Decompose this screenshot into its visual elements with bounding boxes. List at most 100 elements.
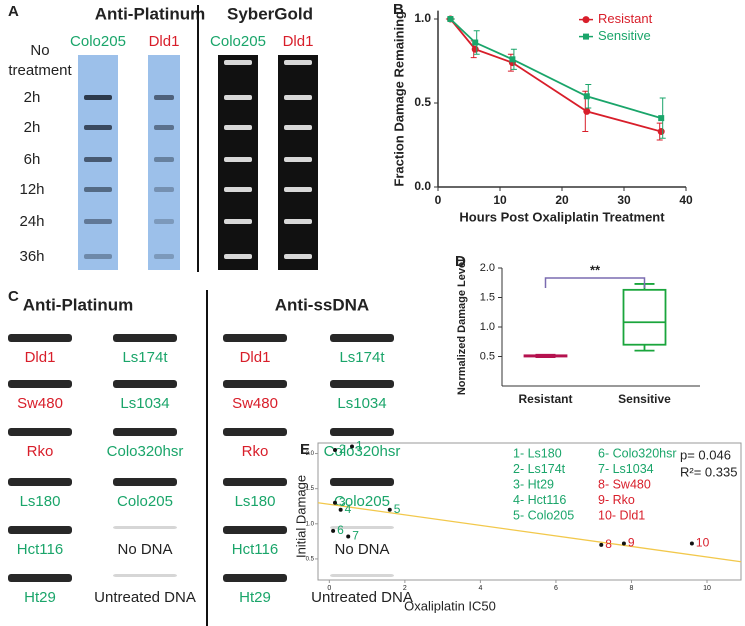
key-entry: 10- Dld1 [598, 508, 645, 522]
point [346, 534, 351, 539]
point [471, 45, 479, 53]
blot-band [154, 219, 174, 224]
blot-label: Ht29 [24, 589, 56, 606]
point [583, 93, 590, 100]
blot-band [84, 125, 112, 130]
x-tick-label: 4 [478, 585, 482, 592]
y-tick-label: 1.5 [480, 291, 495, 303]
point [332, 448, 337, 453]
blot-label: Ls180 [235, 493, 276, 510]
blot-label: Untreated DNA [311, 589, 413, 606]
key-entry: 6- Colo320hsr [598, 446, 677, 460]
blot-strip [78, 55, 118, 270]
row-label: 36h [19, 248, 45, 265]
whisker [634, 283, 655, 352]
blot-label: Colo205 [334, 493, 390, 510]
trendline [317, 502, 742, 563]
panel-header: Anti-Platinum [23, 295, 134, 314]
key-entry: 4- Hct116 [513, 493, 566, 507]
blot-label: Dld1 [25, 349, 56, 366]
blot-label: No DNA [117, 541, 172, 558]
blot-band [8, 428, 72, 436]
blot-band [84, 219, 112, 224]
column-label: Colo205 [70, 33, 126, 50]
x-tick-label: 0 [435, 193, 442, 207]
key-entry: 7- Ls1034 [598, 462, 654, 476]
annotation: ** [590, 262, 601, 277]
blot-band [223, 526, 287, 534]
point [387, 507, 392, 512]
key-entry: 9- Rko [598, 493, 635, 507]
panel-header: Anti-ssDNA [275, 295, 369, 314]
point [658, 115, 665, 122]
blot-band [284, 254, 312, 259]
y-tick-label: 0.5 [306, 557, 315, 563]
blot-band [224, 219, 252, 224]
point [599, 542, 604, 547]
plot-frame [317, 442, 742, 581]
column-label: Dld1 [149, 33, 180, 50]
row-label: 12h [19, 181, 45, 198]
blot-label: Untreated DNA [94, 589, 196, 606]
y-tick-label: 1.0 [480, 321, 495, 333]
y-tick-label: 1.0 [414, 11, 431, 25]
y-tick-label: 0.0 [414, 179, 431, 193]
key-entry: 3- Ht29 [513, 477, 554, 491]
blot-band [113, 526, 177, 529]
x-tick-label: 2 [403, 585, 407, 592]
blot-band [113, 334, 177, 342]
point-label: 4 [345, 502, 352, 516]
point-label: 1 [356, 439, 363, 453]
y-axis-label: Initial Damage [293, 475, 308, 558]
panel-label: A [8, 3, 19, 20]
point [332, 500, 337, 505]
panel-label: C [8, 288, 19, 305]
point-label: 10 [696, 536, 710, 550]
blot-band [224, 187, 252, 192]
x-tick-label: 10 [703, 585, 711, 592]
blot-band [154, 157, 174, 162]
row-label: 24h [19, 213, 45, 230]
blot-band [84, 187, 112, 192]
point [509, 56, 516, 63]
point-label: 9 [628, 536, 635, 550]
key-entry: 8- Sw480 [598, 477, 651, 491]
blot-label: Colo320hsr [324, 443, 401, 460]
x-tick-label: 8 [630, 585, 634, 592]
stat: p= 0.046 [680, 447, 731, 462]
legend-label: Resistant [598, 11, 653, 26]
x-axis-label: Oxaliplatin IC50 [404, 598, 496, 613]
point [583, 107, 591, 115]
blot-band [330, 428, 394, 436]
point-label: 2 [339, 442, 346, 456]
blot-band [8, 478, 72, 486]
blot-band [330, 574, 394, 577]
blot-band [330, 380, 394, 388]
blot-band [284, 95, 312, 100]
point [349, 444, 354, 449]
key-entry: 2- Ls174t [513, 462, 566, 476]
blot-band [330, 334, 394, 342]
blot-label: Sw480 [17, 395, 63, 412]
blot-band [84, 157, 112, 162]
point [472, 39, 479, 46]
point-label: 3 [339, 495, 346, 509]
blot-band [223, 574, 287, 582]
y-tick-label: 0.5 [480, 350, 495, 362]
y-tick-label: 1.0 [306, 521, 315, 527]
blot-label: Ls180 [20, 493, 61, 510]
blot-band [8, 526, 72, 534]
point-label: 6 [337, 523, 344, 537]
blot-band [113, 574, 177, 577]
y-tick-label: 2.0 [480, 262, 495, 274]
blot-band [224, 60, 252, 65]
point [338, 507, 343, 512]
panel-header: SyberGold [227, 4, 313, 23]
blot-band [84, 95, 112, 100]
blot-label: Rko [27, 443, 54, 460]
column-label: Dld1 [283, 33, 314, 50]
x-tick-label: 6 [554, 585, 558, 592]
point-label: 5 [394, 502, 401, 516]
blot-label: Ls1034 [120, 395, 169, 412]
